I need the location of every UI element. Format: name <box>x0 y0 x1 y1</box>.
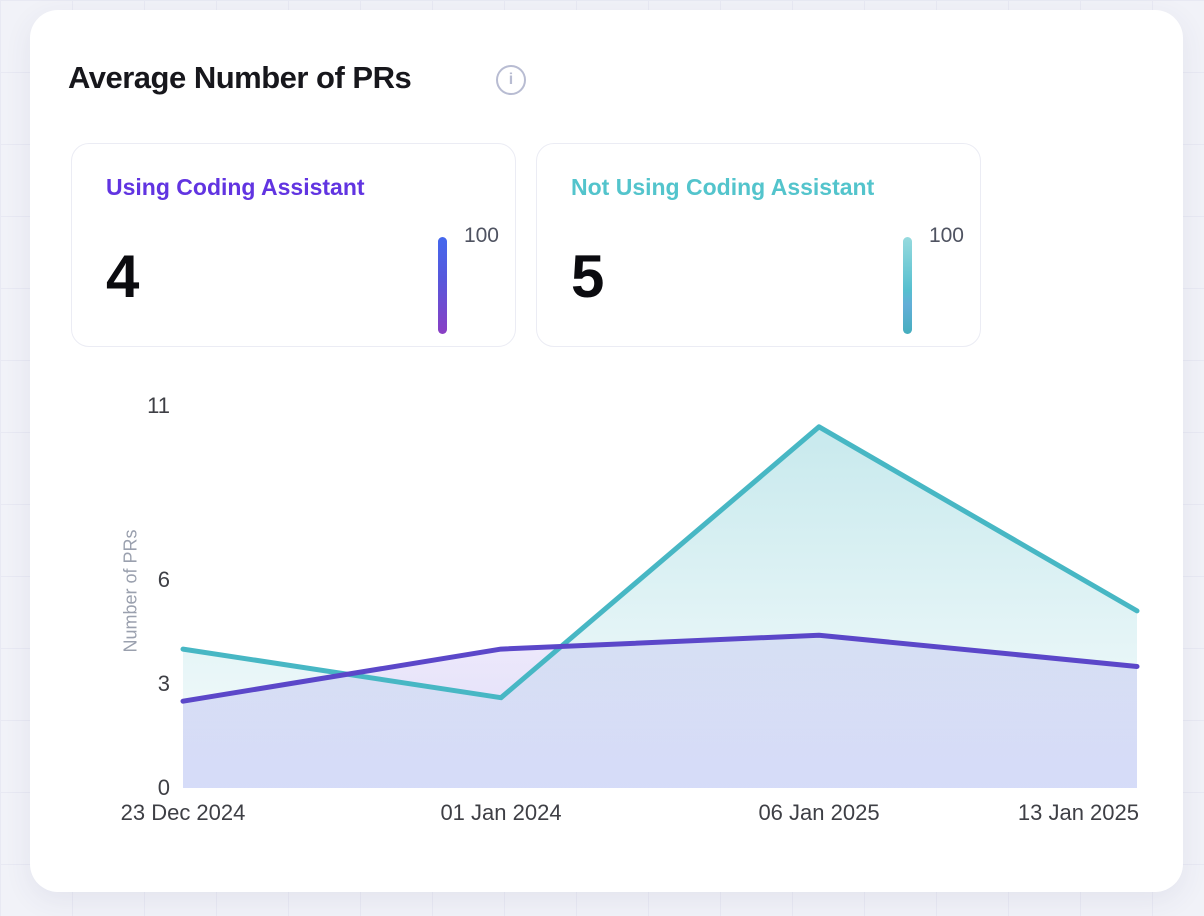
area-chart[interactable] <box>180 400 1140 790</box>
x-tick-label: 06 Jan 2025 <box>758 800 880 825</box>
stat-card-using-assistant: Using Coding Assistant 4 100 <box>71 143 516 347</box>
y-tick-label: 3 <box>157 670 170 696</box>
x-tick-label: 13 Jan 2025 <box>1017 800 1139 825</box>
area-using-assistant <box>183 635 1137 788</box>
y-tick-label: 11 <box>147 393 170 418</box>
page-title: Average Number of PRs <box>68 60 412 95</box>
x-tick-label: 01 Jan 2024 <box>440 800 562 825</box>
stat-card-not-using-assistant: Not Using Coding Assistant 5 100 <box>536 143 981 347</box>
x-tick-label: 23 Dec 2024 <box>120 800 246 825</box>
stat-scale-max-label: 100 <box>463 224 499 247</box>
stat-value: 5 <box>571 243 605 310</box>
stat-scale-bar <box>438 237 447 334</box>
stat-scale-max-label: 100 <box>928 224 964 247</box>
y-tick-label: 0 <box>157 775 170 800</box>
stat-value: 4 <box>106 243 140 310</box>
stat-scale-bar <box>903 237 912 334</box>
stat-label: Using Coding Assistant <box>106 174 365 200</box>
info-icon[interactable]: i <box>496 65 526 95</box>
line-using-assistant <box>180 632 1140 704</box>
y-tick-label: 6 <box>157 566 170 592</box>
stat-label: Not Using Coding Assistant <box>571 174 875 200</box>
